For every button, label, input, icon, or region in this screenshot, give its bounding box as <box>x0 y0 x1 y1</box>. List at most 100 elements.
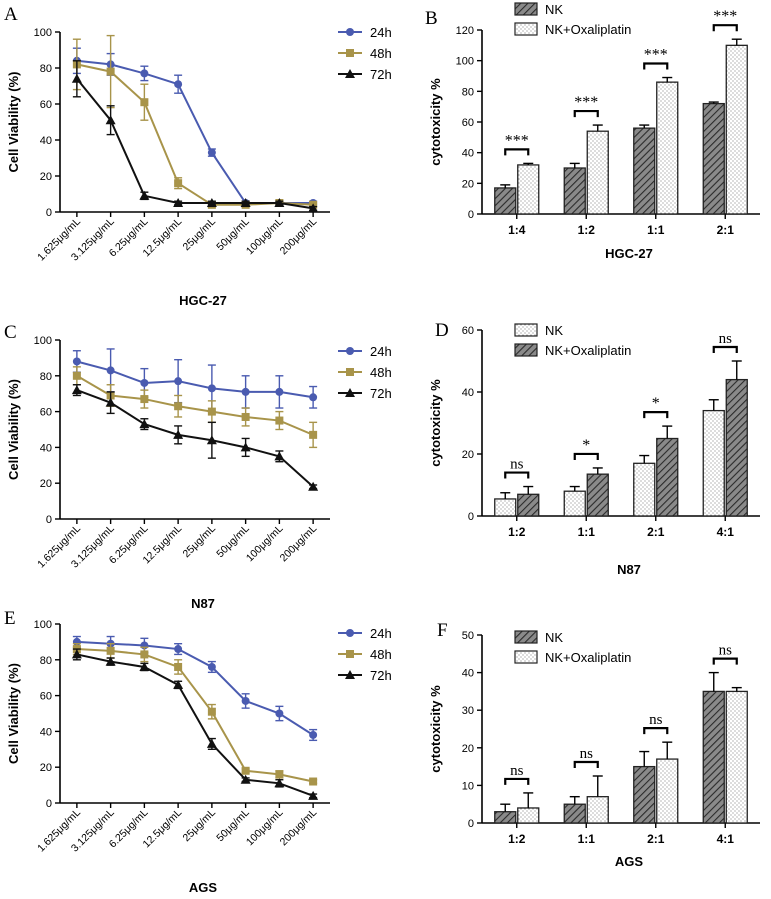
bar-NK <box>702 690 725 824</box>
y-tick-label: 0 <box>46 514 52 526</box>
series-line-72h <box>76 389 314 488</box>
data-point-circle <box>140 69 149 78</box>
bar-NK+Oxaliplatin <box>517 164 540 215</box>
significance-label: *** <box>644 47 668 64</box>
data-point-triangle <box>240 442 251 452</box>
y-tick-label: 40 <box>40 442 52 454</box>
bar-NK <box>494 811 517 824</box>
significance-label: ns <box>719 331 733 347</box>
data-point-triangle <box>105 115 116 125</box>
bar-NK <box>563 167 586 215</box>
data-point-square <box>309 430 318 439</box>
panel-label-D: D <box>435 320 449 341</box>
bar-NK+Oxaliplatin <box>586 796 609 824</box>
y-tick-label: 100 <box>34 27 52 39</box>
significance-bracket <box>643 411 669 419</box>
significance-bracket <box>504 471 530 479</box>
x-tick-label: 25μg/mL <box>180 216 218 254</box>
legend-label: 72h <box>370 386 392 401</box>
bar-NK+Oxaliplatin <box>725 690 748 824</box>
legend-swatch <box>514 22 538 36</box>
y-tick-label: 100 <box>34 335 52 347</box>
x-tick-label: 1:4 <box>508 223 526 237</box>
y-axis-title: cytotoxicity % <box>428 379 443 467</box>
data-point-triangle <box>240 198 251 207</box>
x-tick-label: 2:1 <box>647 525 665 539</box>
legend-swatch <box>514 343 538 357</box>
x-tick-label: 200μg/mL <box>278 807 320 849</box>
bar-NK+Oxaliplatin <box>656 437 679 517</box>
series-line-24h <box>76 360 314 399</box>
data-point-triangle <box>105 397 116 407</box>
significance-label: *** <box>713 8 737 25</box>
legend-marker-square <box>346 368 354 376</box>
y-tick-label: 30 <box>462 705 474 717</box>
y-tick-label: 100 <box>456 56 474 68</box>
legend-marker-triangle <box>345 670 355 679</box>
significance-bracket <box>643 62 669 70</box>
y-axis-title: Cell Viability (%) <box>6 72 21 173</box>
x-tick-label: 1:1 <box>578 525 596 539</box>
legend-label: 24h <box>370 626 392 641</box>
data-point-square <box>140 98 149 107</box>
legend-label: NK+Oxaliplatin <box>545 650 631 665</box>
x-tick-label: 25μg/mL <box>180 523 218 561</box>
legend-label: NK <box>545 2 563 17</box>
data-point-circle <box>241 696 250 705</box>
y-tick-label: 80 <box>40 371 52 383</box>
significance-bracket <box>712 345 738 353</box>
data-point-triangle <box>139 190 150 200</box>
data-point-circle <box>106 366 115 375</box>
bar-NK <box>494 187 517 215</box>
y-tick-label: 120 <box>456 25 474 37</box>
series-line-48h <box>76 648 314 783</box>
y-tick-label: 0 <box>468 209 474 221</box>
bar-NK <box>563 803 586 824</box>
series-line-72h <box>76 653 314 797</box>
data-point-square <box>140 395 149 404</box>
data-point-circle <box>275 387 284 396</box>
data-point-square <box>106 67 115 76</box>
data-point-circle <box>309 393 318 402</box>
x-tick-label: 1:1 <box>647 223 665 237</box>
legend-swatch <box>514 630 538 644</box>
data-point-square <box>207 707 216 716</box>
y-tick-label: 0 <box>46 207 52 219</box>
bar-NK <box>563 490 586 517</box>
data-point-circle <box>309 730 318 739</box>
data-point-square <box>275 770 284 779</box>
data-point-circle <box>207 148 216 157</box>
y-tick-label: 40 <box>40 726 52 738</box>
legend-marker-circle <box>346 28 354 36</box>
legend-marker-square <box>346 650 354 658</box>
data-point-square <box>140 650 149 659</box>
data-point-triangle <box>308 481 319 491</box>
bar-NK <box>702 409 725 517</box>
legend-marker-triangle <box>345 388 355 397</box>
series-line-48h <box>76 374 314 436</box>
y-tick-label: 0 <box>468 511 474 523</box>
legend-label: 48h <box>370 46 392 61</box>
x-tick-label: 25μg/mL <box>180 807 218 845</box>
x-tick-label: 4:1 <box>717 832 735 846</box>
x-tick-label: 4:1 <box>717 525 735 539</box>
x-tick-label: 200μg/mL <box>278 523 320 565</box>
legend-label: 24h <box>370 25 392 40</box>
legend-marker-circle <box>346 347 354 355</box>
panel-F: F 0 10 20 30 40 50 cytotoxicity % AGS 1:2 ns 1:1 ns… <box>428 620 760 869</box>
y-tick-label: 0 <box>468 818 474 830</box>
legend-label: 24h <box>370 344 392 359</box>
significance-bracket <box>504 777 530 785</box>
data-point-triangle <box>274 778 285 788</box>
x-tick-label: 1:2 <box>508 525 526 539</box>
y-tick-label: 20 <box>462 743 474 755</box>
y-tick-label: 40 <box>462 148 474 160</box>
x-axis-title: AGS <box>189 880 218 895</box>
significance-bracket <box>712 24 738 32</box>
chart-F: 0 10 20 30 40 50 cytotoxicity % AGS 1:2 ns 1:1 ns 2:… <box>428 630 760 869</box>
y-tick-label: 20 <box>40 171 52 183</box>
data-point-triangle <box>173 429 184 439</box>
